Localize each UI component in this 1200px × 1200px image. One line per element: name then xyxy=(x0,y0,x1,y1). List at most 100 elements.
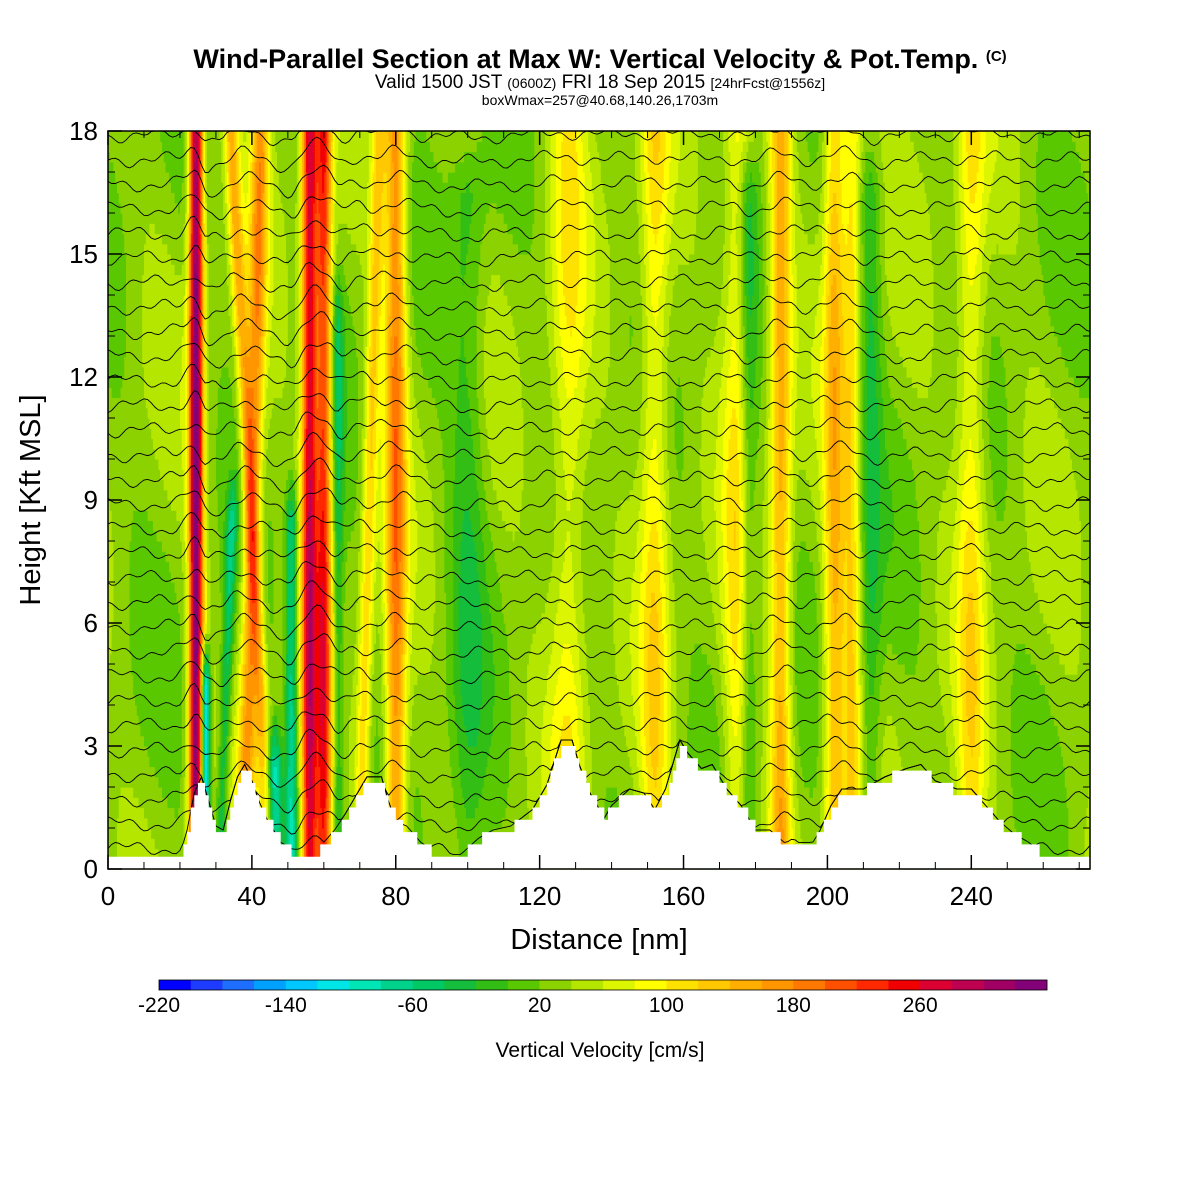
velocity-cell xyxy=(847,131,850,224)
velocity-cell xyxy=(275,131,278,153)
isentrope-line xyxy=(107,194,1091,221)
velocity-cell xyxy=(715,131,719,327)
velocity-cell xyxy=(667,469,670,573)
velocity-cell xyxy=(865,131,868,153)
colorbar-swatch xyxy=(634,980,667,990)
velocity-cell xyxy=(402,366,406,460)
velocity-cell xyxy=(395,428,399,573)
velocity-cell xyxy=(877,551,881,645)
velocity-cell xyxy=(223,223,226,368)
velocity-cell xyxy=(233,479,237,501)
velocity-cell xyxy=(946,746,949,819)
velocity-cell xyxy=(697,131,701,645)
velocity-cell xyxy=(393,131,397,337)
velocity-cell xyxy=(823,746,827,870)
velocity-cell xyxy=(257,315,260,368)
velocity-cell xyxy=(295,131,298,204)
velocity-cell xyxy=(991,592,994,870)
velocity-cell xyxy=(976,418,980,511)
velocity-cell xyxy=(728,131,731,153)
velocity-cell xyxy=(563,469,566,563)
velocity-cell xyxy=(570,551,573,655)
velocity-cell xyxy=(429,387,433,491)
velocity-cell xyxy=(338,489,341,573)
velocity-cell xyxy=(206,643,210,655)
velocity-cell xyxy=(1063,131,1066,358)
velocity-cell xyxy=(730,233,733,347)
velocity-cell xyxy=(322,284,325,429)
velocity-cell xyxy=(757,438,760,870)
velocity-cell xyxy=(413,397,417,481)
velocity-cell xyxy=(906,448,909,675)
velocity-cell xyxy=(293,817,296,870)
velocity-cell xyxy=(989,459,992,563)
velocity-cell xyxy=(179,428,183,542)
velocity-cell xyxy=(512,131,516,245)
velocity-cell xyxy=(848,377,852,850)
velocity-cell xyxy=(931,131,935,265)
velocity-cell xyxy=(415,510,418,573)
velocity-cell xyxy=(965,530,969,614)
velocity-cell xyxy=(374,735,377,829)
velocity-cell xyxy=(732,407,735,655)
velocity-cell xyxy=(581,571,584,696)
velocity-cell xyxy=(277,746,280,757)
velocity-cell xyxy=(242,192,246,235)
velocity-cell xyxy=(152,530,156,768)
velocity-cell xyxy=(541,725,544,819)
velocity-cell xyxy=(710,131,713,347)
velocity-cell xyxy=(582,612,586,737)
velocity-cell xyxy=(935,131,938,583)
velocity-cell xyxy=(379,315,382,440)
velocity-cell xyxy=(552,551,555,645)
velocity-cell xyxy=(307,397,311,511)
velocity-cell xyxy=(372,264,375,429)
velocity-cell xyxy=(868,172,872,296)
velocity-cell xyxy=(322,131,325,194)
velocity-cell xyxy=(1068,131,1071,378)
velocity-cell xyxy=(904,131,908,368)
velocity-cell xyxy=(582,407,586,491)
velocity-cell xyxy=(118,397,122,798)
velocity-cell xyxy=(724,407,728,624)
velocity-cell xyxy=(953,428,956,532)
velocity-cell xyxy=(354,643,357,747)
velocity-cell xyxy=(237,387,240,409)
velocity-cell xyxy=(1052,325,1055,399)
velocity-cell xyxy=(627,131,631,501)
velocity-cell xyxy=(845,131,848,245)
velocity-cell xyxy=(1061,664,1064,757)
velocity-cell xyxy=(980,213,983,276)
velocity-cell xyxy=(471,746,474,819)
velocity-cell xyxy=(282,735,285,778)
velocity-cell xyxy=(482,479,485,542)
velocity-cell xyxy=(280,735,284,757)
velocity-cell xyxy=(221,131,224,183)
velocity-cell xyxy=(973,131,976,204)
velocity-cell xyxy=(563,295,566,378)
velocity-cell xyxy=(1041,377,1044,614)
velocity-cell xyxy=(111,131,114,163)
velocity-cell xyxy=(881,131,884,163)
velocity-cell xyxy=(658,151,661,224)
isentrope-line xyxy=(107,215,1091,243)
velocity-cell xyxy=(167,254,170,501)
velocity-cell xyxy=(140,807,143,870)
velocity-cell xyxy=(197,653,201,809)
velocity-cell xyxy=(622,131,625,501)
x-tick-label: 160 xyxy=(662,881,705,911)
velocity-cell xyxy=(350,131,354,245)
velocity-cell xyxy=(250,223,253,296)
velocity-cell xyxy=(737,623,740,716)
velocity-cell xyxy=(518,254,521,358)
velocity-cell xyxy=(893,131,897,337)
velocity-cell xyxy=(748,213,751,296)
velocity-cell xyxy=(125,787,129,870)
velocity-cell xyxy=(160,131,163,142)
velocity-cell xyxy=(241,664,244,706)
velocity-cell xyxy=(928,131,931,214)
velocity-cell xyxy=(246,356,249,388)
velocity-cell xyxy=(557,602,561,675)
velocity-cell xyxy=(503,223,507,296)
velocity-cell xyxy=(260,377,264,409)
